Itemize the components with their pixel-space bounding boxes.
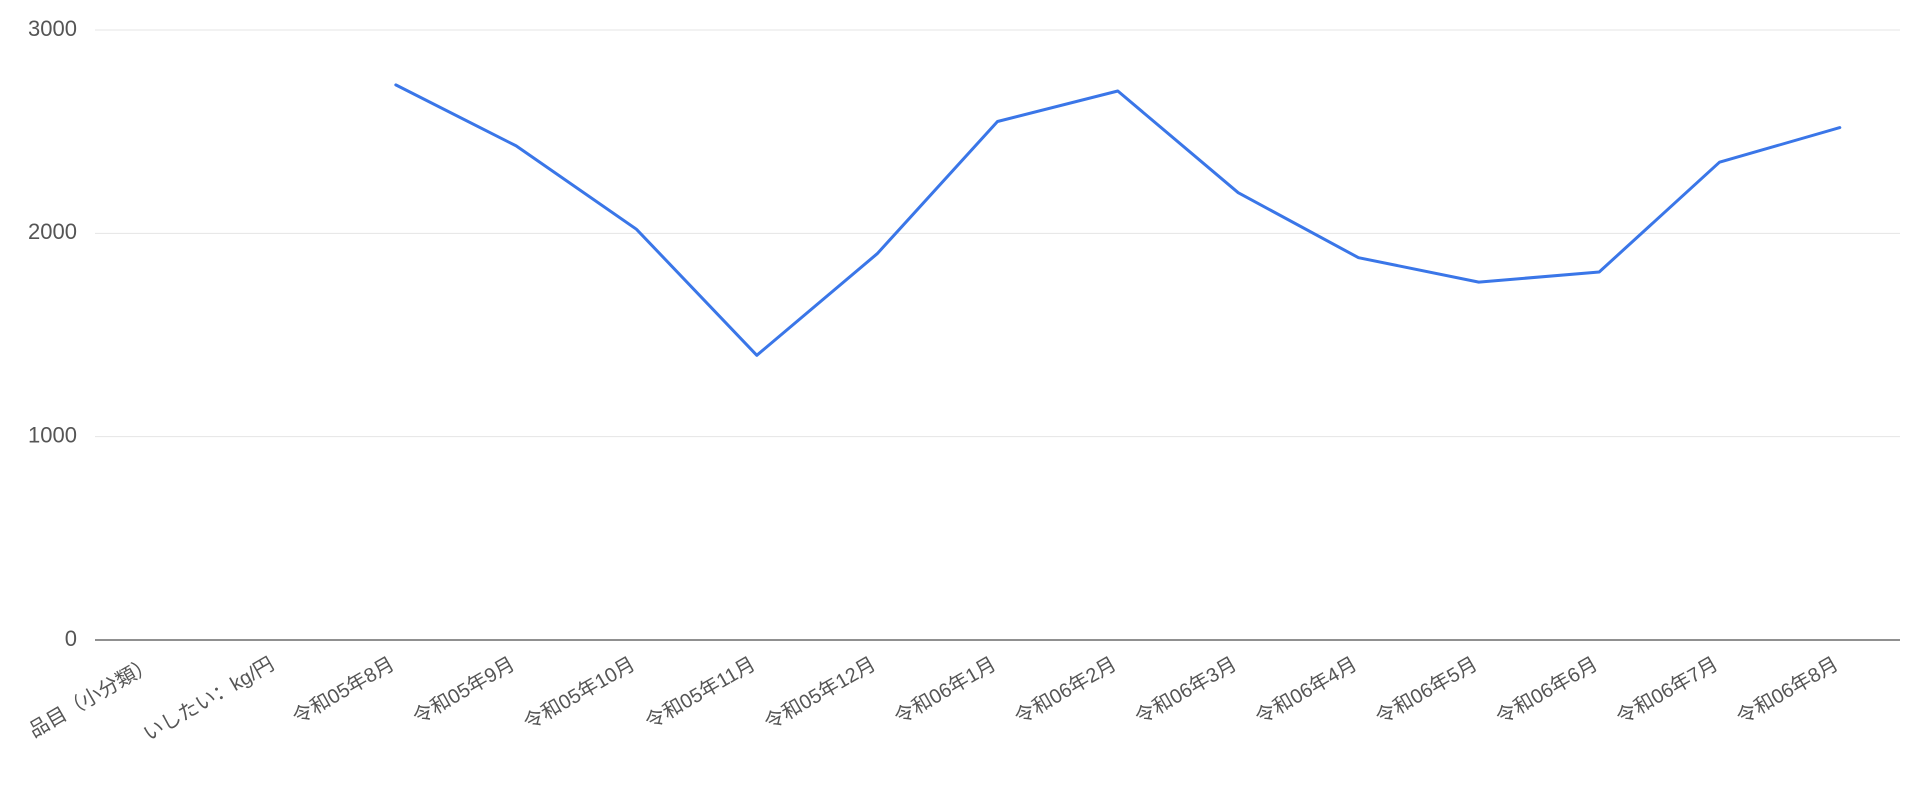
x-tick-label: 令和06年3月 (1131, 652, 1241, 729)
x-tick-label: 令和05年8月 (289, 652, 399, 729)
x-tick-label: 令和06年5月 (1372, 652, 1482, 729)
x-tick-label: 令和06年1月 (890, 652, 1000, 729)
x-tick-label: 令和05年9月 (409, 652, 519, 729)
x-tick-label: 令和05年12月 (760, 652, 879, 734)
x-tick-label: 令和06年4月 (1251, 652, 1361, 729)
x-tick-label: 令和06年2月 (1011, 652, 1121, 729)
y-tick-label: 3000 (28, 16, 77, 41)
x-tick-label: 令和06年6月 (1492, 652, 1602, 729)
y-tick-label: 0 (65, 626, 77, 651)
series-line (396, 85, 1840, 355)
x-tick-label: いしたい：kg/円 (140, 653, 278, 745)
x-tick-label: 令和05年11月 (641, 652, 759, 733)
x-tick-label: 令和06年7月 (1612, 652, 1722, 729)
chart-svg: 0100020003000品目（小分類）いしたい：kg/円令和05年8月令和05… (0, 0, 1920, 800)
y-tick-label: 1000 (28, 422, 77, 447)
x-tick-label: 品目（小分類） (25, 652, 158, 742)
x-tick-label: 令和05年10月 (520, 652, 639, 734)
y-tick-label: 2000 (28, 219, 77, 244)
line-chart: 0100020003000品目（小分類）いしたい：kg/円令和05年8月令和05… (0, 0, 1920, 800)
x-tick-label: 令和06年8月 (1733, 652, 1843, 729)
